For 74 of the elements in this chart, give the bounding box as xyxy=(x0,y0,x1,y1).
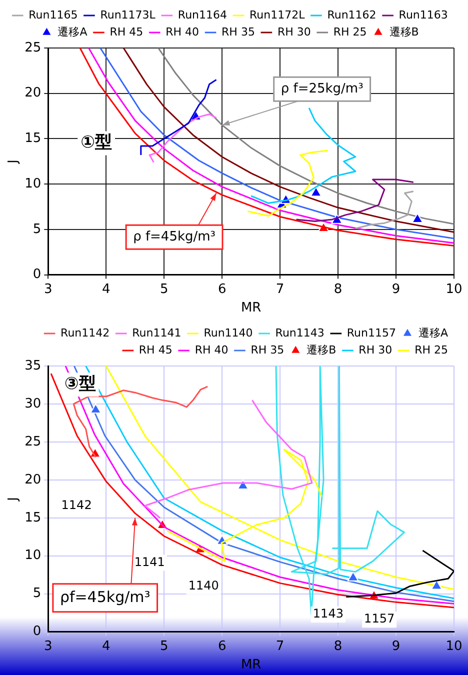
legend-label: RH 25 xyxy=(333,25,367,38)
y-tick-label: 25 xyxy=(24,40,42,56)
y-tick-label: 10 xyxy=(24,548,42,564)
annotation: ρ f=25kg/m³ xyxy=(280,81,364,96)
legend-label: RH 45 xyxy=(110,25,144,38)
point xyxy=(347,571,359,582)
y-tick-label: 0 xyxy=(32,624,42,640)
y-tick-label: 25 xyxy=(24,434,42,450)
legend-label: 遷移B xyxy=(306,343,336,356)
legend-label: Run1173L xyxy=(100,8,156,22)
legend-label: 遷移B xyxy=(389,25,419,38)
legend-label: Run1165 xyxy=(28,8,78,22)
legend-label: 遷移A xyxy=(58,25,88,38)
legend-label: Run1143 xyxy=(275,326,324,340)
point xyxy=(237,479,249,490)
annotation: ③型 xyxy=(64,374,96,394)
y-tick-label: 15 xyxy=(24,131,42,146)
x-tick-label: 7 xyxy=(276,282,284,297)
legend-label: Run1140 xyxy=(204,326,253,340)
annotation: ρf=45kg/m³ xyxy=(60,588,150,606)
y-tick-label: 10 xyxy=(24,176,42,192)
y-tick-label: 30 xyxy=(24,396,42,412)
x-tick-label: 5 xyxy=(160,638,168,654)
annotation: 1157 xyxy=(364,612,395,626)
point xyxy=(430,580,442,590)
legend-label: RH 40 xyxy=(166,25,200,38)
annotation: 1140 xyxy=(188,578,219,592)
y-tick-label: 15 xyxy=(24,510,42,526)
x-tick-label: 10 xyxy=(446,282,462,297)
legend-label: Run1163 xyxy=(398,8,448,22)
point xyxy=(90,404,102,414)
legend-label: Run1162 xyxy=(327,8,376,22)
y-tick-label: 5 xyxy=(32,222,42,237)
x-tick-label: 4 xyxy=(102,638,110,654)
annotation: ①型 xyxy=(80,132,112,153)
x-tick-label: 5 xyxy=(160,282,168,297)
x-tick-label: 6 xyxy=(218,282,226,297)
x-axis-title: MR xyxy=(240,300,262,316)
legend-label: RH 35 xyxy=(222,25,255,38)
legend-label: RH 30 xyxy=(358,343,392,356)
annotation: 1141 xyxy=(134,554,165,569)
y-tick-label: 20 xyxy=(24,86,42,101)
x-tick-label: 3 xyxy=(44,638,52,654)
annotation: 1143 xyxy=(312,606,344,621)
legend-label: RH 35 xyxy=(250,343,284,356)
x-tick-label: 9 xyxy=(392,638,400,654)
x-tick-label: 3 xyxy=(44,282,52,297)
y-axis-title: J xyxy=(6,159,22,164)
y-axis-title: J xyxy=(6,496,22,502)
y-tick-label: 5 xyxy=(32,586,42,602)
legend-label: 遷移A xyxy=(418,326,448,340)
legend-label: RH 45 xyxy=(138,343,172,356)
annotation: ρ f=45kg/m³ xyxy=(133,230,216,245)
legend-label: Run1157 xyxy=(346,326,396,340)
legend-label: RH 40 xyxy=(194,343,228,356)
point xyxy=(310,186,322,197)
annotation: 1142 xyxy=(61,498,92,512)
x-tick-label: 6 xyxy=(218,638,226,654)
x-tick-label: 7 xyxy=(276,638,284,654)
y-tick-label: 20 xyxy=(24,472,42,488)
x-tick-label: 8 xyxy=(334,638,342,654)
legend-label: Run1142 xyxy=(60,326,110,340)
legend-label: Run1141 xyxy=(132,326,182,340)
x-tick-label: 4 xyxy=(102,282,110,297)
y-tick-label: 0 xyxy=(32,267,42,282)
y-tick-label: 35 xyxy=(24,358,42,374)
legend-label: RH 30 xyxy=(277,25,311,38)
x-tick-label: 8 xyxy=(334,282,342,297)
x-axis-title: MR xyxy=(240,658,262,673)
x-tick-label: 9 xyxy=(392,282,400,297)
legend-label: RH 25 xyxy=(414,343,448,356)
legend-label: Run1164 xyxy=(178,8,228,22)
x-tick-label: 10 xyxy=(446,638,462,654)
legend-label: Run1172L xyxy=(250,8,306,22)
